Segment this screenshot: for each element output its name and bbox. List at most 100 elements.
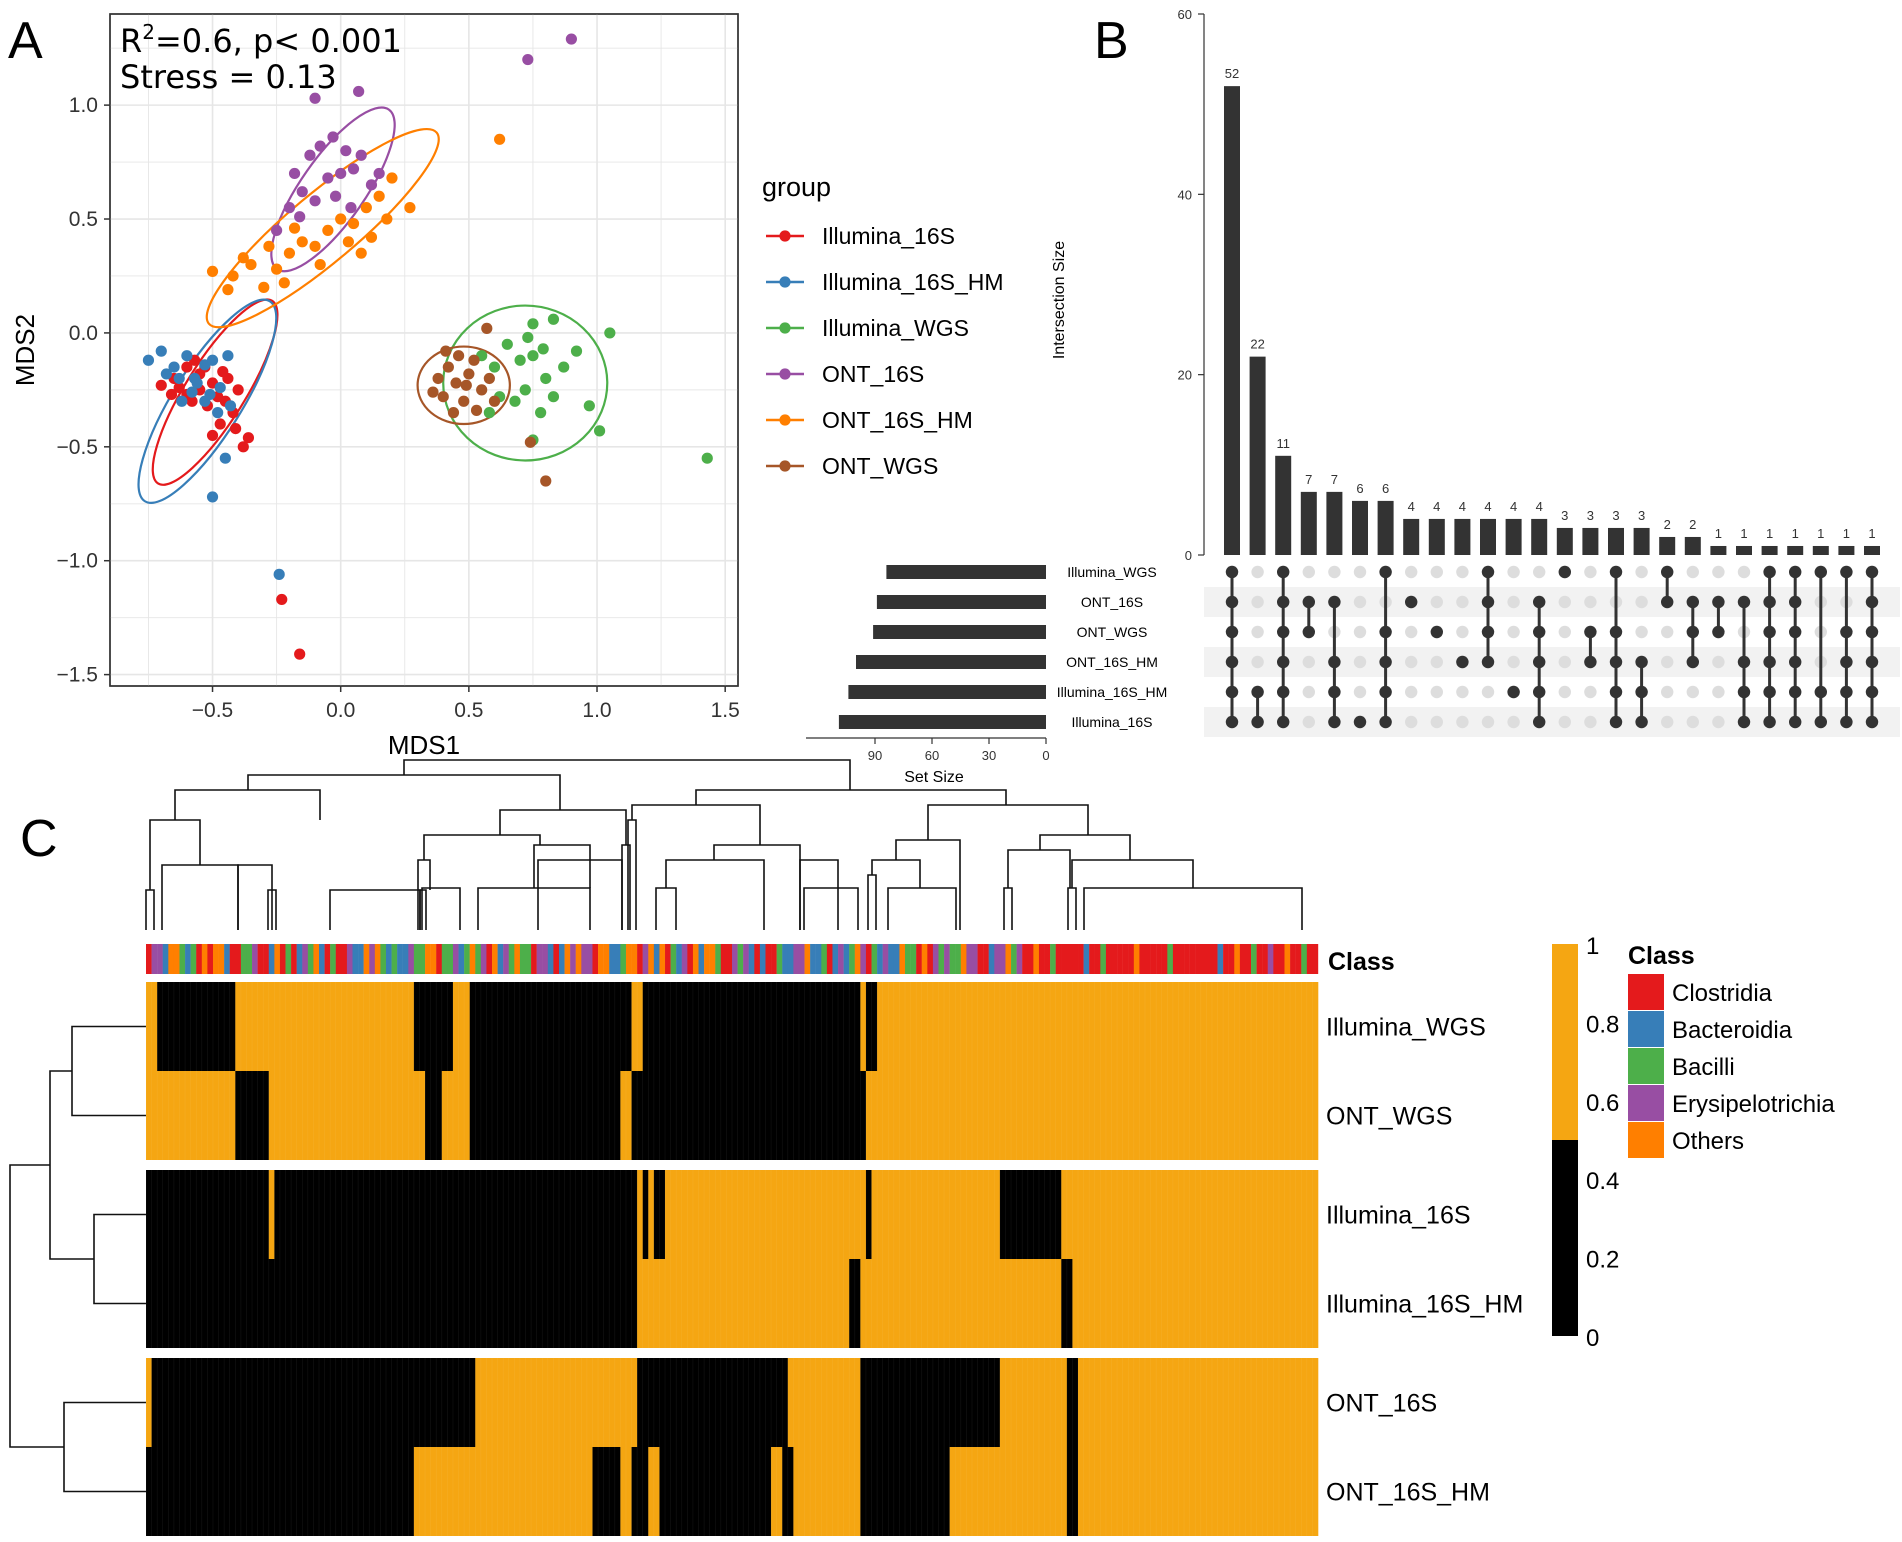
set-size-bar — [838, 715, 1046, 729]
matrix-dot-filled — [1865, 625, 1879, 639]
intersection-bar — [1761, 545, 1778, 555]
ellipse-ont-16s-hm — [205, 127, 440, 329]
mds-x-ticks: −0.5 0.0 0.5 1.0 1.5 — [192, 686, 740, 722]
class-bar-cell — [1089, 944, 1095, 974]
heatmap-cell-block — [620, 1071, 632, 1160]
class-bar-cell — [938, 944, 945, 974]
point-ont-16s — [271, 224, 283, 237]
class-bar-cell — [162, 944, 169, 974]
legend-label-ont-16s-hm: ONT_16S_HM — [822, 407, 973, 433]
colorbar-tick-label: 0.2 — [1586, 1247, 1619, 1274]
class-bar-cell — [201, 944, 208, 974]
point-illumina-wgs — [593, 425, 606, 437]
column-dendrogram-branch — [161, 864, 239, 930]
matrix-dot-empty — [1584, 595, 1597, 609]
class-bar-cell — [893, 944, 900, 974]
set-size-axis-tick-label: 60 — [925, 748, 939, 763]
column-dendrogram-branch — [145, 889, 155, 930]
upset-membership-matrix — [1225, 565, 1879, 729]
heatmap-cell-block — [1061, 1259, 1073, 1348]
colorbar-tick-label: 1 — [1586, 933, 1599, 960]
intersection-bar-label: 7 — [1305, 472, 1312, 487]
matrix-dot-filled — [1277, 625, 1290, 639]
point-illumina-16s-hm — [155, 345, 167, 357]
matrix-dot-filled — [1865, 595, 1879, 609]
matrix-dot-filled — [1481, 595, 1495, 609]
set-size-axis-tick-label: 0 — [1042, 748, 1049, 763]
column-dendrogram-branch — [423, 834, 541, 860]
matrix-dot-empty — [1302, 685, 1316, 699]
x-tick-label: 0.0 — [326, 699, 355, 722]
point-ont-wgs — [524, 436, 536, 448]
class-bar-cell — [212, 944, 219, 974]
class-bar-cell — [793, 944, 800, 974]
intersection-bar-label: 3 — [1587, 508, 1594, 523]
class-bar-cell — [341, 944, 348, 974]
heatmap-cell-block — [665, 1170, 867, 1259]
heatmap-cell-block — [1061, 1170, 1319, 1259]
intersection-bar-label: 11 — [1276, 436, 1290, 451]
point-ont-16s-hm — [381, 213, 393, 225]
class-bar-cell — [631, 944, 638, 974]
point-ont-wgs — [483, 372, 495, 385]
matrix-dot-filled — [1763, 715, 1776, 729]
class-bar-cell — [452, 944, 459, 974]
column-dendrogram-branch — [267, 889, 277, 930]
class-bar-cell — [185, 944, 191, 974]
class-bar-cell — [1256, 944, 1263, 974]
class-bar-cell — [988, 944, 995, 974]
matrix-dot-filled — [1302, 595, 1316, 609]
column-dendrogram-branch — [237, 864, 273, 930]
matrix-dot-empty — [1328, 565, 1341, 579]
class-bar-cell — [625, 944, 632, 974]
intersection-bar — [1531, 518, 1548, 555]
heatmap-row-label: ONT_WGS — [1326, 1103, 1452, 1131]
heatmap-cell-block — [268, 1071, 426, 1160]
class-bar-cell — [1312, 944, 1319, 974]
matrix-dot-filled — [1481, 565, 1495, 579]
class-bar-cell — [268, 944, 275, 974]
point-illumina-16s-hm — [224, 400, 237, 412]
class-bar-cell — [335, 944, 342, 974]
point-ont-16s-hm — [237, 252, 249, 264]
point-ont-wgs — [437, 391, 449, 403]
x-tick-label: −0.5 — [192, 699, 233, 722]
point-ont-16s-hm — [365, 231, 378, 243]
heatmap-cell-block — [469, 982, 632, 1071]
matrix-dot-filled — [1302, 625, 1316, 639]
matrix-dot-empty — [1430, 685, 1444, 699]
column-dendrogram-branch — [1003, 887, 1013, 930]
matrix-dot-empty — [1251, 595, 1264, 609]
point-ont-16s — [373, 167, 385, 180]
matrix-dot-filled — [1225, 625, 1239, 639]
class-bar-cell — [419, 944, 426, 974]
ellipse-illumina-wgs — [442, 304, 609, 462]
class-legend-swatch — [1628, 974, 1664, 1010]
class-bar-cell — [168, 944, 175, 974]
class-bar-cell — [224, 944, 230, 974]
intersection-bar — [1864, 545, 1880, 555]
matrix-dot-empty — [1737, 565, 1751, 579]
heatmap-cell-block — [648, 1447, 660, 1536]
matrix-dot-filled — [1609, 565, 1623, 579]
upset-y-axis-title: Intersection Size — [1051, 241, 1068, 359]
class-bar-cell — [832, 944, 839, 974]
matrix-dot-empty — [1661, 625, 1674, 639]
column-dendrogram-branch — [174, 789, 321, 820]
matrix-dot-filled — [1737, 715, 1751, 729]
matrix-dot-filled — [1865, 565, 1879, 579]
upset-set-size-bars: Illumina_WGS ONT_16S ONT_WGS ONT_16S_HM Illu… — [806, 564, 1167, 763]
matrix-dot-filled — [1789, 685, 1802, 699]
x-tick-label: 1.5 — [711, 699, 740, 722]
matrix-dot-filled — [1277, 715, 1290, 729]
upset-axis-tick-label: 60 — [1178, 7, 1192, 22]
class-bar-cell — [553, 944, 560, 974]
point-illumina-16s-hm — [142, 354, 155, 366]
class-bar-cell — [642, 944, 649, 974]
class-bar-cell — [514, 944, 521, 974]
intersection-bar — [1736, 545, 1752, 555]
class-bar-cell — [905, 944, 911, 974]
class-bar-cell — [346, 944, 353, 974]
colorbar-high-segment — [1552, 944, 1578, 1140]
point-illumina-wgs — [509, 395, 521, 407]
